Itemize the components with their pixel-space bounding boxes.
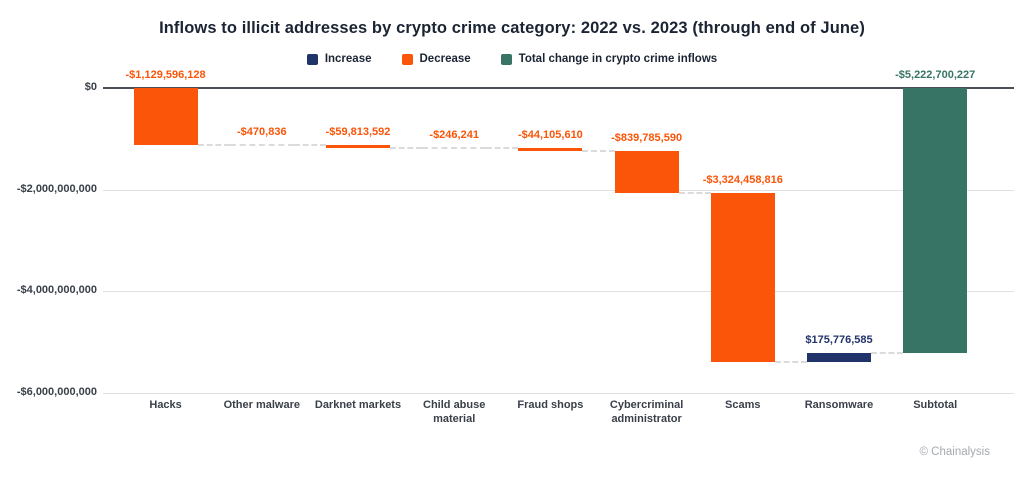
legend-label-decrease: Decrease (419, 53, 471, 65)
zero-baseline (103, 87, 1014, 89)
bar-subtotal (903, 88, 968, 354)
x-axis-category-label-scams: Scams (725, 399, 761, 411)
connector-cybercriminal-administrator (678, 192, 711, 195)
bar-value-label-hacks: -$1,129,596,128 (125, 69, 206, 81)
x-axis-category-label-cybercriminal-administrator: Cybercriminal administrator (609, 399, 684, 426)
bar-cybercriminal-administrator (614, 150, 679, 194)
bar-value-label-other-malware: -$470,836 (237, 126, 287, 139)
chart-title: Inflows to illicit addresses by crypto c… (159, 19, 865, 37)
total-swatch (500, 53, 512, 65)
x-axis-category-label-hacks: Hacks (149, 399, 182, 411)
bar-scams (710, 193, 775, 363)
bar-value-label-scams: -$3,324,458,816 (702, 174, 783, 187)
connector-fraud-shops (582, 149, 615, 152)
bar-hacks (133, 88, 198, 146)
legend-item-increase: Increase (306, 53, 372, 65)
connector-other-malware (293, 144, 326, 147)
bar-value-label-subtotal: -$5,222,700,227 (895, 69, 976, 81)
connector-ransomware (871, 352, 904, 355)
bar-value-label-child-abuse-material: -$246,241 (429, 129, 479, 142)
gridline (103, 291, 1014, 293)
flat-bar-level-child-abuse-material (422, 147, 487, 150)
connector-darknet-markets (390, 147, 423, 150)
copyright-credit: © Chainalysis (919, 446, 990, 458)
y-axis-tick-label: -$4,000,000,000 (16, 284, 97, 297)
legend-label-increase: Increase (324, 53, 372, 65)
bar-value-label-darknet-markets: -$59,813,592 (325, 126, 391, 139)
connector-scams (774, 361, 807, 364)
y-axis-tick-label: -$2,000,000,000 (16, 182, 97, 195)
x-axis-category-label-ransomware: Ransomware (804, 399, 874, 411)
connector-hacks (197, 144, 230, 147)
bar-ransomware (807, 353, 871, 363)
decrease-swatch (401, 53, 413, 65)
bar-value-label-ransomware: $175,776,585 (805, 334, 873, 347)
bar-darknet-markets (326, 145, 390, 149)
connector-child-abuse-material (486, 147, 519, 150)
y-axis-tick-label: -$6,000,000,000 (16, 386, 97, 398)
legend-item-decrease: Decrease (401, 53, 471, 65)
x-axis-category-label-fraud-shops: Fraud shops (517, 399, 584, 411)
x-axis-category-label-subtotal: Subtotal (913, 399, 958, 411)
legend: Increase Decrease Total change in crypto… (0, 53, 1024, 65)
x-axis-category-label-child-abuse-material: Child abuse material (423, 399, 486, 426)
legend-label-total: Total change in crypto crime inflows (518, 53, 718, 65)
flat-bar-level-other-malware (229, 144, 294, 147)
increase-swatch (306, 53, 318, 65)
bar-fraud-shops (518, 148, 583, 151)
gridline (103, 189, 1014, 191)
bar-value-label-fraud-shops: -$44,105,610 (517, 129, 583, 142)
y-axis-tick-label: $0 (84, 81, 97, 93)
gridline (103, 393, 1014, 394)
x-axis-category-label-darknet-markets: Darknet markets (314, 399, 402, 411)
legend-item-total: Total change in crypto crime inflows (500, 53, 718, 65)
x-axis-category-label-other-malware: Other malware (223, 399, 300, 411)
bar-value-label-cybercriminal-administrator: -$839,785,590 (611, 131, 683, 144)
